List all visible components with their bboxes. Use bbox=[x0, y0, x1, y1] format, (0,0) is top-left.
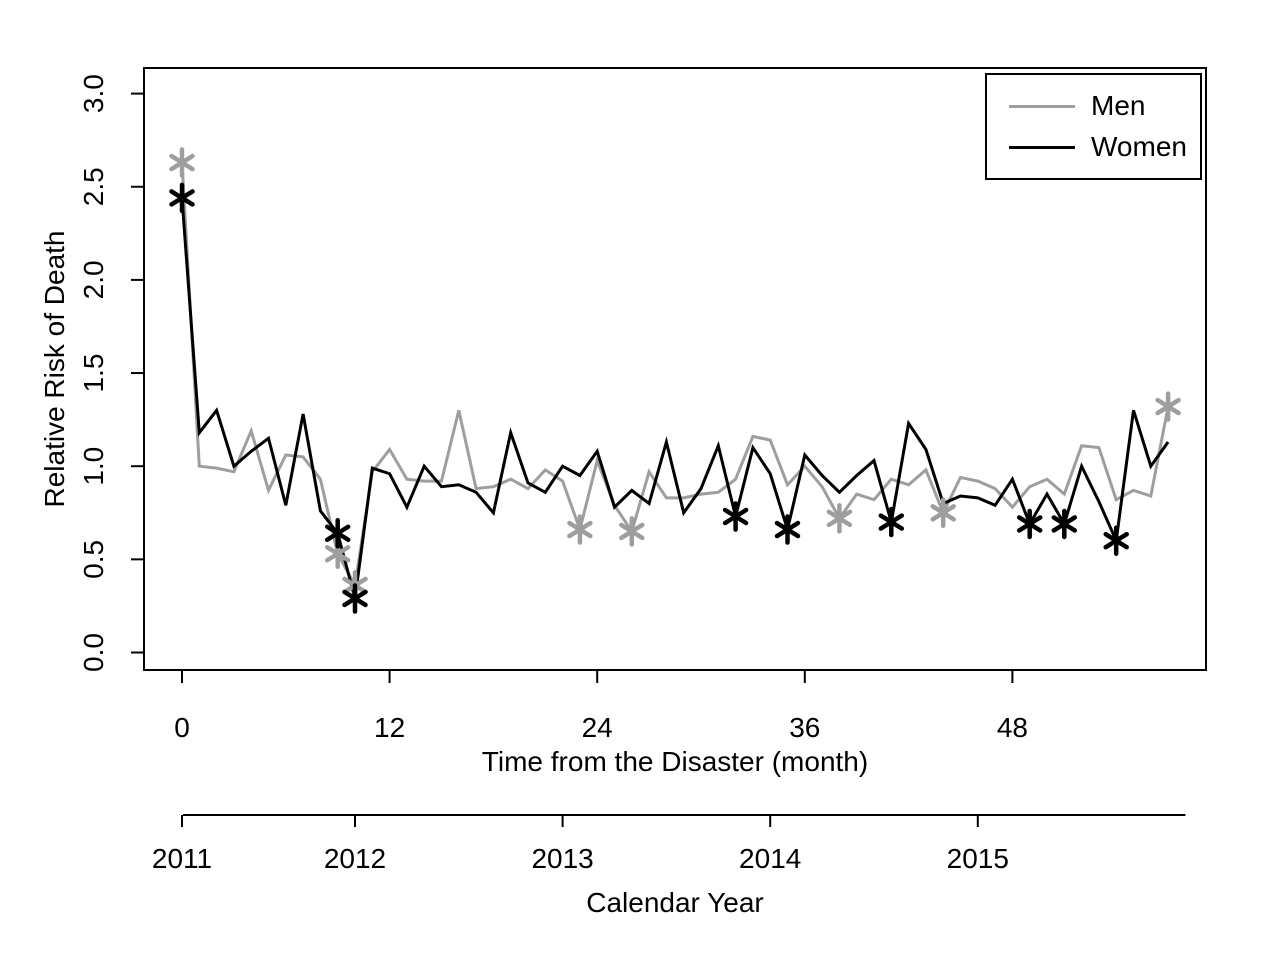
calendar-year-label: 2015 bbox=[947, 843, 1009, 874]
women-asterisk-marker bbox=[774, 514, 801, 545]
y-tick-label: 2.0 bbox=[78, 260, 109, 299]
x-tick-label: 12 bbox=[374, 712, 405, 743]
men-asterisk-marker bbox=[567, 514, 593, 545]
asterisk-stroke bbox=[826, 509, 853, 528]
women-line-sample bbox=[1009, 145, 1075, 149]
men-asterisk-marker bbox=[169, 147, 195, 178]
men-asterisk-marker bbox=[930, 497, 956, 529]
plot-box bbox=[143, 67, 1207, 671]
men-line-sample bbox=[1009, 104, 1075, 108]
women-asterisk-marker bbox=[169, 182, 195, 214]
calendar-axis-title: Calendar Year bbox=[586, 887, 764, 918]
women-asterisk-marker bbox=[722, 501, 749, 532]
women-asterisk-marker bbox=[342, 583, 368, 614]
legend-entry-men: Men bbox=[987, 90, 1200, 122]
asterisk-stroke bbox=[722, 507, 749, 526]
calendar-year-label: 2014 bbox=[739, 843, 801, 874]
y-axis-title: Relative Risk of Death bbox=[39, 230, 70, 508]
y-tick-label: 2.5 bbox=[78, 167, 109, 206]
asterisk-stroke bbox=[324, 545, 351, 563]
asterisk-stroke bbox=[169, 189, 195, 207]
legend-entry-women: Women bbox=[987, 131, 1200, 163]
men-asterisk-marker bbox=[1155, 391, 1181, 422]
women-asterisk-marker bbox=[1103, 525, 1129, 556]
women-asterisk-marker bbox=[1051, 508, 1078, 540]
calendar-year-label: 2012 bbox=[324, 843, 386, 874]
x-tick-label: 48 bbox=[997, 712, 1028, 743]
y-tick-label: 3.0 bbox=[78, 74, 109, 113]
asterisk-stroke bbox=[1016, 515, 1043, 533]
x-tick-label: 0 bbox=[174, 712, 190, 743]
x-tick-label: 24 bbox=[582, 712, 613, 743]
women-asterisk-marker bbox=[1016, 508, 1043, 540]
legend-label-women: Women bbox=[1091, 131, 1187, 162]
x-tick-label: 36 bbox=[789, 712, 820, 743]
asterisk-stroke bbox=[342, 589, 368, 608]
women-line bbox=[180, 197, 1170, 599]
asterisk-stroke bbox=[930, 504, 956, 522]
x-axis-title: Time from the Disaster (month) bbox=[481, 746, 869, 777]
y-tick-label: 1.0 bbox=[78, 447, 109, 486]
calendar-year-label: 2011 bbox=[152, 843, 212, 874]
y-tick-label: 0.0 bbox=[78, 633, 109, 672]
men-asterisk-marker bbox=[826, 503, 853, 534]
women-asterisk-marker bbox=[878, 506, 905, 538]
asterisk-stroke bbox=[878, 513, 905, 531]
legend-label-men: Men bbox=[1091, 90, 1146, 121]
asterisk-stroke bbox=[169, 153, 195, 172]
calendar-year-label: 2013 bbox=[531, 843, 593, 874]
asterisk-stroke bbox=[324, 524, 351, 543]
asterisk-stroke bbox=[1051, 515, 1078, 533]
asterisk-stroke bbox=[567, 520, 593, 539]
y-tick-label: 0.5 bbox=[78, 540, 109, 579]
men-asterisk-marker bbox=[619, 516, 645, 547]
asterisk-stroke bbox=[619, 522, 645, 541]
asterisk-stroke bbox=[1103, 531, 1129, 550]
asterisk-stroke bbox=[774, 520, 801, 539]
asterisk-stroke bbox=[1155, 397, 1181, 416]
y-tick-label: 1.5 bbox=[78, 354, 109, 393]
legend: Men Women bbox=[985, 73, 1202, 180]
women-asterisk-marker bbox=[324, 518, 351, 549]
